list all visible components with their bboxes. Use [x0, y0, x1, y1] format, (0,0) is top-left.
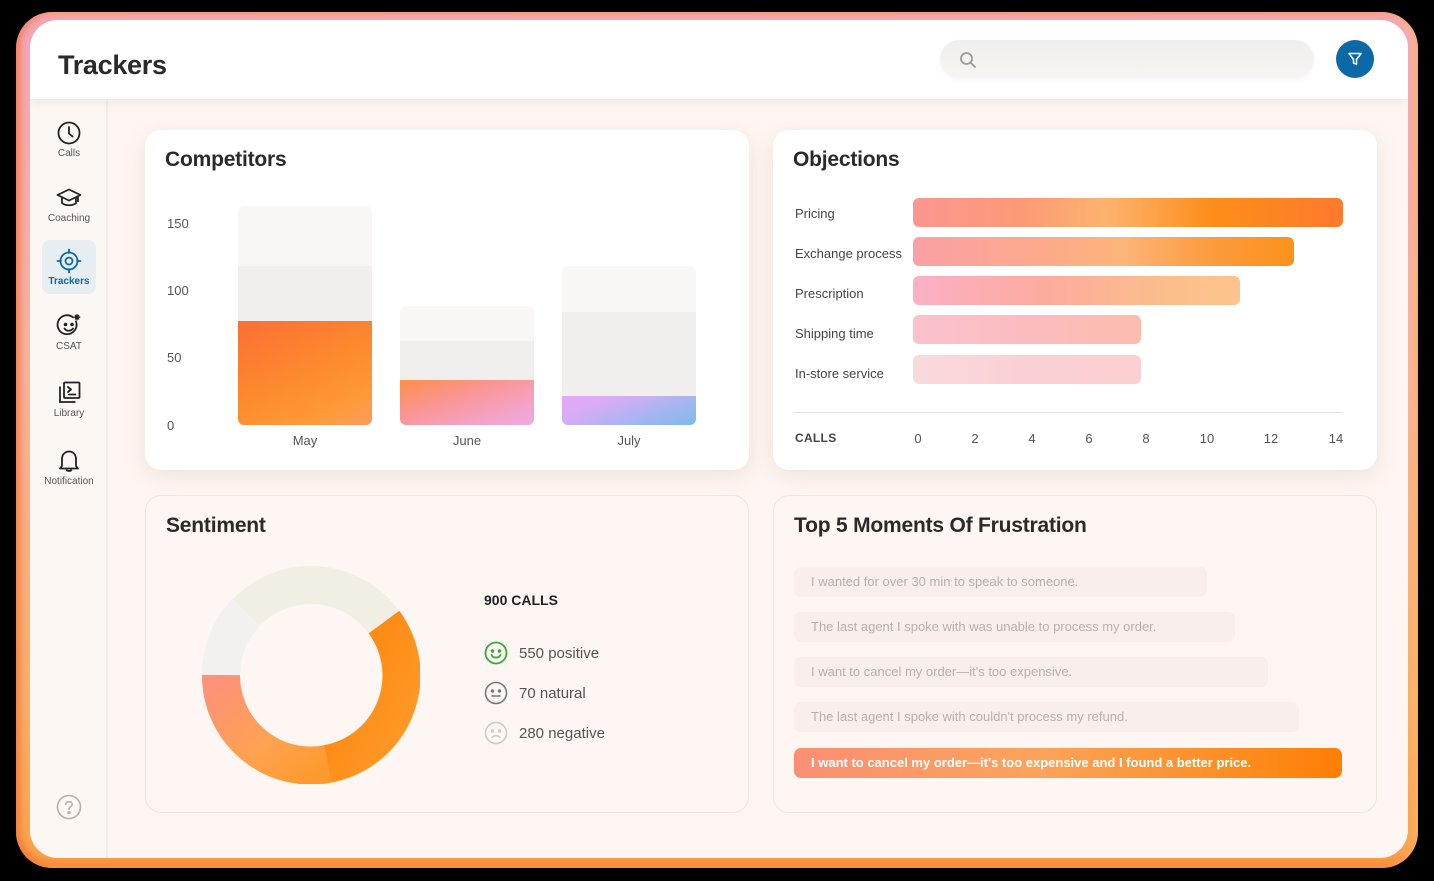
sidebar-item-calls[interactable]: Calls: [42, 112, 96, 166]
clock-icon: [57, 121, 81, 144]
bar-segment-top: [562, 266, 696, 312]
top-bar: Trackers: [30, 20, 1408, 100]
sidebar-item-label: CSAT: [56, 340, 82, 352]
objection-bar-pricing[interactable]: [913, 198, 1343, 227]
y-tick: 0: [167, 418, 175, 433]
bar-july[interactable]: [562, 266, 696, 425]
sentiment-label: 550 positive: [519, 644, 600, 662]
neutral-face-icon: [484, 681, 508, 705]
target-icon: [56, 248, 82, 273]
sidebar: Calls Coaching Trackers: [30, 100, 108, 858]
sidebar-item-csat[interactable]: CSAT: [42, 305, 96, 359]
sidebar-item-label: Coaching: [47, 212, 91, 224]
x-tick: 6: [1085, 431, 1093, 446]
sentiment-donut-chart[interactable]: [202, 566, 420, 784]
smiley-sparkle-icon: [56, 313, 81, 335]
frustration-moment[interactable]: The last agent I spoke with was unable t…: [794, 612, 1235, 642]
x-tick: 2: [971, 431, 979, 446]
objection-label: In-store service: [795, 366, 884, 381]
bar-segment-value: [562, 396, 696, 425]
bell-icon: [59, 450, 79, 472]
sidebar-item-label: Trackers: [48, 275, 90, 287]
sentiment-title: Sentiment: [166, 514, 266, 537]
y-tick: 150: [167, 216, 189, 231]
objection-bar-prescription[interactable]: [913, 276, 1240, 305]
sentiment-label: 70 natural: [519, 684, 586, 702]
library-icon: [59, 381, 81, 403]
objection-label: Prescription: [795, 286, 864, 301]
x-tick: 8: [1142, 431, 1150, 446]
search-icon: [960, 52, 976, 68]
y-tick: 50: [167, 350, 182, 365]
filter-button[interactable]: [1336, 40, 1374, 78]
objection-label: Exchange process: [795, 246, 902, 261]
x-tick: 12: [1263, 431, 1279, 446]
bar-segment-value: [238, 321, 372, 425]
app-frame: Trackers Calls C: [16, 12, 1418, 868]
bar-segment-middle: [400, 341, 534, 380]
sentiment-label: 280 negative: [519, 724, 605, 742]
sidebar-item-coaching[interactable]: Coaching: [42, 177, 96, 231]
x-axis-label: CALLS: [795, 431, 837, 445]
sentiment-total: 900 CALLS: [484, 592, 558, 608]
frown-icon: [484, 721, 508, 745]
x-label-june: June: [452, 433, 482, 448]
frustration-moment[interactable]: The last agent I spoke with couldn't pro…: [794, 702, 1299, 732]
sentiment-row-positive: 550 positive: [484, 641, 599, 665]
sentiment-row-natural: 70 natural: [484, 681, 586, 705]
objection-bar-shipping-time[interactable]: [913, 315, 1141, 344]
bar-june[interactable]: [400, 306, 534, 425]
bar-segment-middle: [238, 266, 372, 321]
bar-segment-top: [400, 306, 534, 341]
competitors-title: Competitors: [165, 148, 287, 171]
sidebar-item-notification[interactable]: Notification: [42, 440, 96, 494]
help-icon[interactable]: [56, 794, 82, 820]
x-label-may: May: [292, 433, 318, 448]
objections-card: Objections Pricing Exchange process Pres…: [773, 130, 1377, 470]
objection-bar-exchange-process[interactable]: [913, 237, 1294, 266]
sidebar-item-label: Calls: [57, 147, 81, 159]
sentiment-card: Sentiment: [145, 495, 749, 813]
frustration-moment[interactable]: I wanted for over 30 min to speak to som…: [794, 567, 1207, 597]
bar-segment-middle: [562, 312, 696, 396]
x-label-july: July: [617, 433, 641, 448]
x-axis-line: [793, 412, 1343, 413]
x-tick: 4: [1028, 431, 1036, 446]
objection-bar-in-store-service[interactable]: [913, 355, 1141, 384]
frustration-title: Top 5 Moments Of Frustration: [794, 514, 1087, 537]
y-tick: 100: [167, 283, 189, 298]
x-tick: 10: [1199, 431, 1215, 446]
sentiment-row-negative: 280 negative: [484, 721, 605, 745]
sidebar-item-trackers[interactable]: Trackers: [42, 240, 96, 294]
frustration-card: Top 5 Moments Of Frustration I wanted fo…: [773, 495, 1377, 813]
competitors-card: Competitors 150 100 50 0 May June: [145, 130, 749, 470]
frustration-moment[interactable]: I want to cancel my order—it's too expen…: [794, 657, 1268, 687]
page-title: Trackers: [58, 50, 167, 80]
sidebar-item-library[interactable]: Library: [42, 372, 96, 426]
smile-icon: [484, 641, 508, 665]
sidebar-item-label: Notification: [44, 475, 94, 487]
objections-title: Objections: [793, 148, 900, 171]
bar-segment-top: [238, 206, 372, 266]
app-window: Trackers Calls C: [30, 20, 1408, 858]
bar-segment-value: [400, 380, 534, 425]
x-tick: 0: [914, 431, 922, 446]
objection-label: Pricing: [795, 206, 835, 221]
sidebar-item-label: Library: [53, 407, 85, 419]
x-tick: 14: [1328, 431, 1344, 446]
bar-may[interactable]: [238, 206, 372, 425]
graduation-cap-icon: [56, 188, 82, 206]
frustration-moment-highlighted[interactable]: I want to cancel my order—it's too expen…: [794, 748, 1342, 778]
search-input[interactable]: [940, 40, 1314, 78]
objection-label: Shipping time: [795, 326, 874, 341]
filter-icon: [1348, 52, 1362, 66]
